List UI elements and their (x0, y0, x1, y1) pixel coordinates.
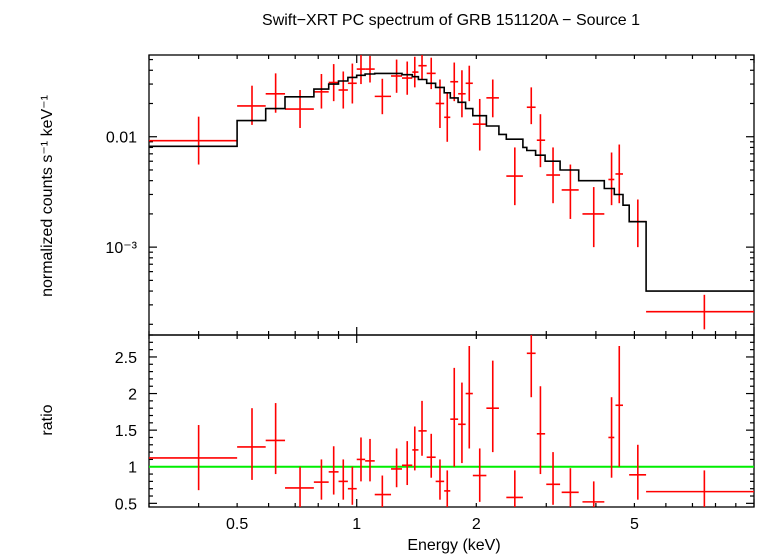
panel-frame-1 (148, 334, 755, 508)
spectrum-panel: 0.01 10⁻³ (105, 54, 755, 336)
y-tick-label: 0.01 (106, 130, 137, 147)
y-tick-label: 2.5 (115, 350, 137, 367)
y-tick-label: 2 (128, 387, 137, 404)
chart-title: Swift−XRT PC spectrum of GRB 151120A − S… (262, 12, 640, 29)
x-axis-label: Energy (keV) (407, 537, 500, 554)
x-tick-label: 1 (352, 516, 361, 533)
panel-frame-0 (148, 54, 755, 336)
x-tick-label: 0.5 (226, 516, 248, 533)
x-tick-label: 2 (472, 516, 481, 533)
y-tick-label: 0.5 (115, 496, 137, 513)
ratio-panel: 0.5 1 1.5 2 2.5 0.5 1 2 5 (115, 334, 755, 533)
x-tick-label: 5 (630, 516, 639, 533)
y-tick-label: 1 (128, 460, 137, 477)
model-step-line (149, 72, 754, 292)
y-tick-label: 10⁻³ (105, 240, 137, 257)
top-y-axis-label: normalized counts s⁻¹ keV⁻¹ (39, 95, 56, 297)
y-tick-label: 1.5 (115, 423, 137, 440)
bottom-y-axis-label: ratio (39, 404, 56, 435)
